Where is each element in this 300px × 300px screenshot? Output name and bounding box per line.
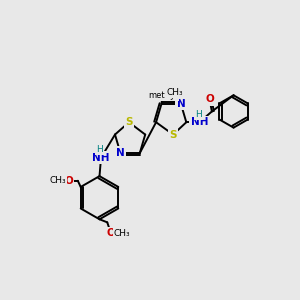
Text: N: N xyxy=(116,148,125,158)
Text: CH₃: CH₃ xyxy=(166,88,183,97)
Text: O: O xyxy=(107,228,116,238)
Text: O: O xyxy=(64,176,73,186)
Text: O: O xyxy=(205,94,214,104)
Text: methyl: methyl xyxy=(148,91,178,100)
Text: H: H xyxy=(96,146,103,154)
Text: CH₃: CH₃ xyxy=(49,176,66,185)
Text: CH₃: CH₃ xyxy=(114,229,130,238)
Text: N: N xyxy=(176,99,185,109)
Text: S: S xyxy=(169,130,177,140)
Text: S: S xyxy=(125,117,133,127)
Text: NH: NH xyxy=(191,117,208,127)
Text: H: H xyxy=(195,110,202,119)
Text: NH: NH xyxy=(92,153,110,163)
